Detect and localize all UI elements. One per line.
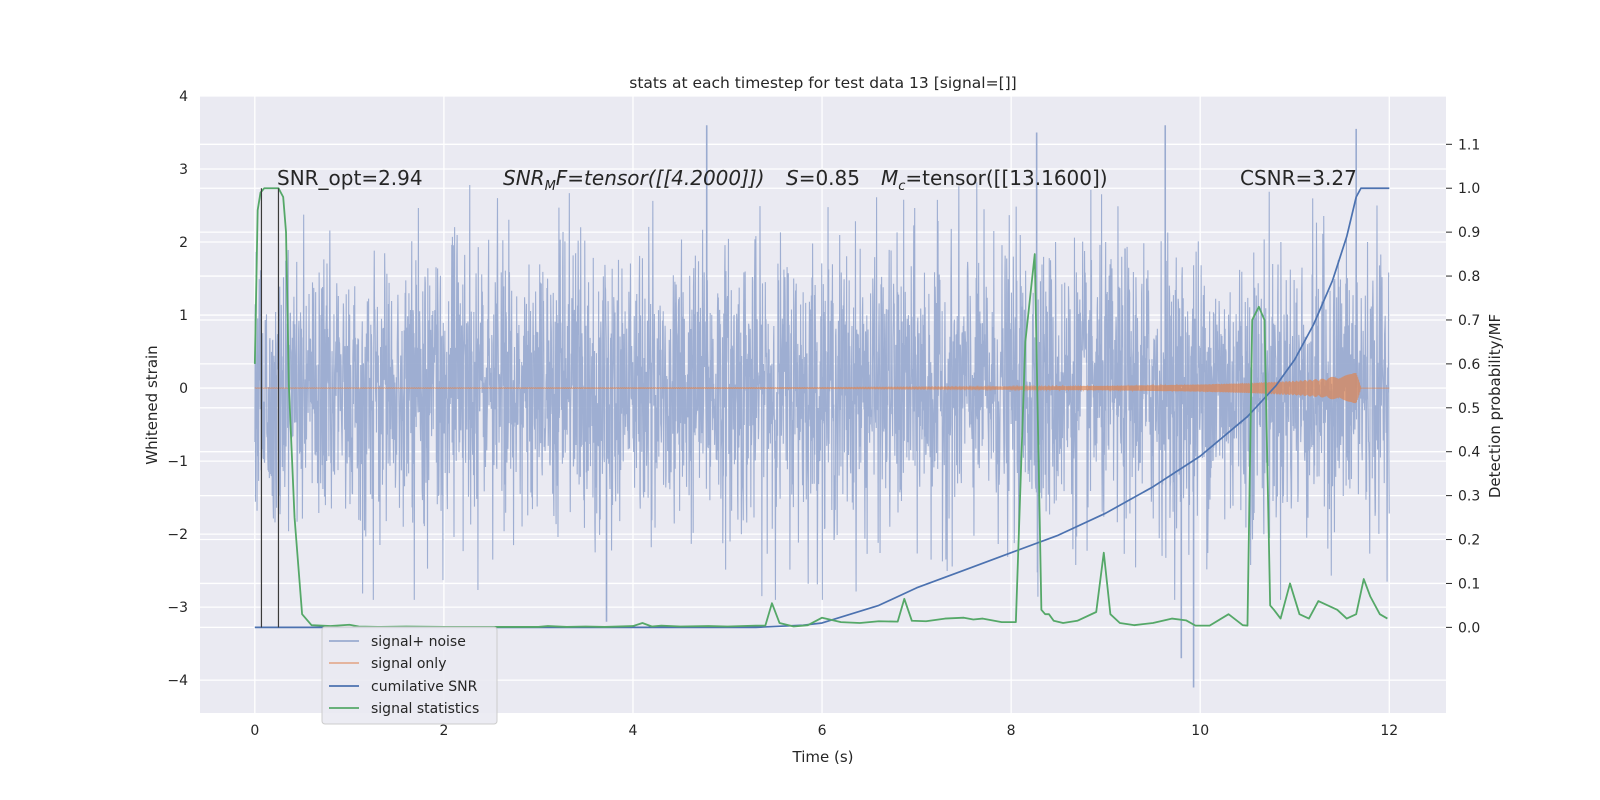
- signal-noise-line: [254, 182, 1390, 600]
- y-axis-right-ticks: 0.0 0.1 0.2 0.3 0.4 0.5 0.6 0.7 0.8 0.9 1.0 1.1: [1446, 137, 1480, 636]
- x-axis-label: Time (s): [792, 748, 854, 766]
- vertical-markers: [260, 188, 280, 628]
- series-cumilative-snr: [254, 187, 1390, 629]
- x-tick-label-4: 8: [1007, 723, 1016, 739]
- legend-label-cumilative-snr: cumilative SNR: [371, 679, 478, 695]
- y-tick-label-left-3: 1: [179, 308, 188, 324]
- y-tick-label-right-0: 0.0: [1458, 620, 1480, 636]
- legend-label-signal-noise: signal+ noise: [371, 634, 466, 650]
- y-tick-label-left-2: 2: [179, 235, 188, 251]
- annotation-snr-mf-rest: F=tensor([[4.2000]]): [556, 166, 765, 190]
- signal-statistics-line: [253, 187, 1388, 628]
- legend-box: [321, 626, 498, 725]
- legend-label-signal-only: signal only: [371, 656, 446, 672]
- y-tick-label-right-3: 0.3: [1458, 489, 1480, 505]
- y-tick-label-left-7: −3: [167, 600, 188, 616]
- y-tick-label-left-6: −2: [167, 527, 188, 543]
- y-axis-left-ticks: 4 3 2 1 0 −1 −2 −3 −4: [167, 89, 188, 689]
- y-tick-label-left-8: −4: [167, 673, 188, 689]
- x-tick-label-1: 2: [439, 723, 448, 739]
- y-axis-label-left: Whitened strain: [143, 345, 161, 464]
- annotation-s-rest: =0.85: [799, 166, 860, 190]
- chart-title: stats at each timestep for test data 13 …: [629, 74, 1016, 92]
- x-tick-label-2: 4: [629, 723, 638, 739]
- x-tick-label-0: 0: [250, 723, 259, 739]
- y-tick-label-right-1: 0.1: [1458, 576, 1480, 592]
- y-tick-label-right-10: 1.0: [1458, 181, 1480, 197]
- y-tick-label-right-9: 0.9: [1458, 225, 1480, 241]
- legend-label-signal-statistics: signal statistics: [371, 701, 479, 717]
- y-tick-label-right-6: 0.6: [1458, 357, 1480, 373]
- y-tick-label-right-7: 0.7: [1458, 313, 1480, 329]
- x-tick-label-5: 10: [1191, 723, 1209, 739]
- cumilative-snr-line: [254, 187, 1390, 629]
- y-tick-label-left-0: 4: [179, 89, 188, 105]
- annotation-s-italic: S: [786, 166, 799, 190]
- y-tick-label-left-4: 0: [179, 381, 188, 397]
- legend: signal+ noise signal only cumilative SNR…: [321, 626, 498, 725]
- annotation-csnr: CSNR=3.27: [1240, 166, 1357, 190]
- y-tick-label-right-4: 0.4: [1458, 445, 1480, 461]
- annotation-snr-mf-main: SNR: [503, 166, 545, 190]
- series-signal-statistics: [253, 187, 1388, 628]
- y-axis-label-right: Detection probability/MF: [1486, 314, 1504, 498]
- y-tick-label-right-11: 1.1: [1458, 137, 1480, 153]
- x-axis-ticks: 0 2 4 6 8 10 12: [250, 723, 1398, 739]
- y-tick-label-right-8: 0.8: [1458, 269, 1480, 285]
- x-tick-label-3: 6: [818, 723, 827, 739]
- y-tick-label-left-5: −1: [167, 454, 188, 470]
- series-signal-noise: [254, 125, 1390, 688]
- annotation-mc: Mc=tensor([[13.1600]): [881, 166, 1108, 194]
- y-tick-label-right-2: 0.2: [1458, 533, 1480, 549]
- annotation-snr-mf: SNRMF=tensor([[4.2000]]): [503, 166, 765, 194]
- annotation-snr-opt: SNR_opt=2.94: [277, 166, 423, 190]
- annotation-snr-mf-sub: M: [545, 179, 556, 194]
- x-tick-label-6: 12: [1380, 723, 1398, 739]
- annotation-mc-rest: =tensor([[13.1600]): [905, 166, 1107, 190]
- signal-only-line: [254, 372, 1390, 404]
- series-signal-only: [254, 372, 1390, 404]
- annotation-mc-sub: c: [898, 179, 905, 194]
- y-tick-label-right-5: 0.5: [1458, 401, 1480, 417]
- y-tick-label-left-1: 3: [179, 162, 188, 178]
- annotation-mc-main: M: [881, 166, 898, 190]
- annotation-s: S=0.85: [786, 166, 860, 190]
